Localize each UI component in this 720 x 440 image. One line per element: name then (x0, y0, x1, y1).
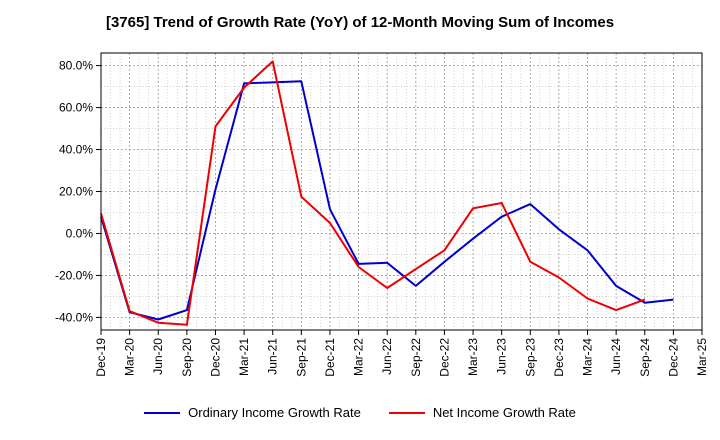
x-tick-label: Mar-25 (695, 338, 709, 376)
legend-item-ordinary-income: Ordinary Income Growth Rate (144, 405, 361, 420)
legend: Ordinary Income Growth Rate Net Income G… (0, 405, 720, 420)
x-tick-label: Jun-23 (495, 338, 509, 375)
x-tick-label: Mar-20 (123, 338, 137, 376)
x-tick-label: Mar-22 (352, 338, 366, 376)
y-tick-label: 20.0% (59, 185, 93, 199)
y-tick-label: 40.0% (59, 143, 93, 157)
x-tick-label: Dec-23 (552, 338, 566, 377)
legend-swatch-ordinary-income (144, 411, 181, 414)
x-axis: Dec-19 Mar-20 Jun-20 Sep-20 Dec-20 Mar-21 Jun-… (94, 330, 709, 377)
series-line-ordinary-income (100, 80, 674, 321)
x-tick-label: Sep-20 (180, 338, 194, 377)
x-tick-label: Jun-22 (380, 338, 394, 375)
x-tick-label: Dec-19 (94, 338, 108, 377)
x-tick-label: Jun-24 (609, 338, 623, 375)
legend-item-net-income: Net Income Growth Rate (388, 405, 576, 420)
y-tick-label: 0.0% (66, 226, 94, 240)
x-tick-label: Dec-21 (323, 338, 337, 377)
legend-label-net-income: Net Income Growth Rate (432, 405, 576, 420)
legend-swatch-net-income (388, 411, 425, 414)
x-tick-label: Dec-24 (666, 338, 680, 377)
chart-title: [3765] Trend of Growth Rate (YoY) of 12-… (105, 14, 615, 31)
y-tick-label: -40.0% (55, 310, 93, 324)
y-tick-label: -20.0% (55, 268, 93, 282)
x-tick-label: Jun-20 (151, 338, 165, 375)
x-tick-label: Dec-22 (437, 338, 451, 377)
legend-label-ordinary-income: Ordinary Income Growth Rate (188, 405, 361, 420)
y-axis: 80.0% 60.0% 40.0% 20.0% 0.0% -20.0% -40.0% (55, 59, 101, 324)
x-tick-label: Mar-23 (466, 338, 480, 376)
x-tick-label: Sep-21 (294, 338, 308, 377)
series-line-net-income (100, 60, 646, 326)
series-lines (100, 60, 674, 326)
x-tick-label: Sep-23 (523, 338, 537, 377)
y-tick-label: 60.0% (59, 101, 93, 115)
x-tick-label: Sep-24 (638, 338, 652, 377)
y-tick-label: 80.0% (59, 59, 93, 73)
x-tick-label: Jun-21 (266, 338, 280, 375)
x-tick-label: Sep-22 (409, 338, 423, 377)
x-tick-label: Dec-20 (208, 338, 222, 377)
x-tick-label: Mar-21 (237, 338, 251, 376)
x-tick-label: Mar-24 (581, 338, 595, 376)
